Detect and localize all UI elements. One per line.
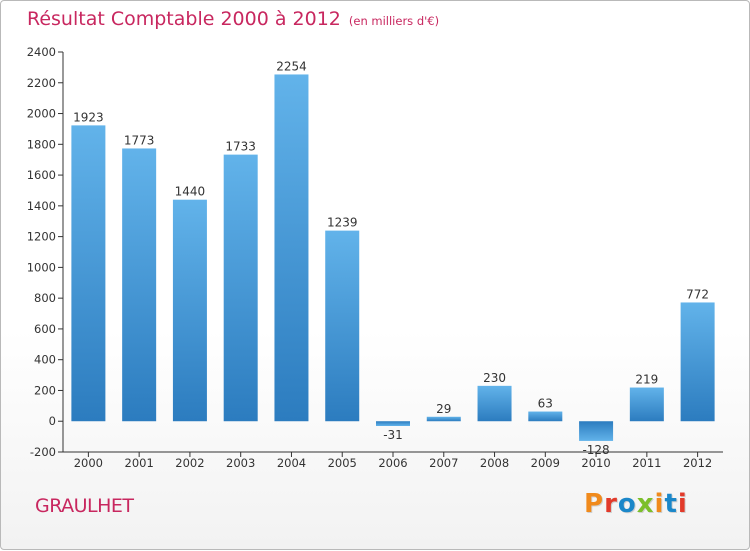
chart-title-text: Résultat Comptable 2000 à 2012 xyxy=(27,8,341,30)
data-label-2006: -31 xyxy=(383,428,403,442)
bar-2003 xyxy=(223,154,258,422)
y-tick-label: 2000 xyxy=(27,107,56,121)
y-tick-label: 1800 xyxy=(27,137,56,151)
data-label-2004: 2254 xyxy=(276,59,307,73)
bar-2009 xyxy=(528,411,563,422)
logo-letter: P xyxy=(584,489,605,519)
bar-2011 xyxy=(629,387,664,422)
x-tick-label: 2001 xyxy=(125,456,154,470)
bar-2012 xyxy=(680,302,715,422)
bar-2006 xyxy=(376,421,410,426)
y-tick-label: 0 xyxy=(49,414,56,428)
y-tick-label: 2200 xyxy=(27,76,56,90)
data-label-2008: 230 xyxy=(483,371,506,385)
x-tick-label: 2000 xyxy=(74,456,103,470)
y-tick-label: 1200 xyxy=(27,230,56,244)
bar-2002 xyxy=(172,199,207,422)
logo-letter: i xyxy=(654,489,665,519)
x-tick-label: 2006 xyxy=(378,456,407,470)
logo-letter: r xyxy=(604,489,618,519)
y-tick-label: 600 xyxy=(34,322,56,336)
logo-letter: x xyxy=(636,489,655,519)
y-tick-label: 200 xyxy=(34,383,56,397)
x-tick-label: 2002 xyxy=(175,456,204,470)
bar-2004 xyxy=(274,74,309,422)
bar-2010 xyxy=(579,421,614,441)
y-tick-label: -200 xyxy=(30,445,56,459)
y-tick-label: 1400 xyxy=(27,199,56,213)
data-label-2002: 1440 xyxy=(175,185,206,199)
chart-subtitle: (en milliers d'€) xyxy=(348,14,440,28)
proxiti-logo[interactable]: Proxiti xyxy=(584,489,688,519)
bar-2007 xyxy=(426,416,461,422)
x-tick-label: 2010 xyxy=(581,456,610,470)
y-tick-label: 1000 xyxy=(27,260,56,274)
data-label-2009: 63 xyxy=(538,397,553,411)
data-label-2012: 772 xyxy=(686,287,709,301)
chart-title: Résultat Comptable 2000 à 2012 (en millie… xyxy=(27,8,439,30)
x-tick-label: 2007 xyxy=(429,456,458,470)
data-label-2010: -128 xyxy=(582,443,609,457)
x-tick-label: 2009 xyxy=(531,456,560,470)
logo-letter: o xyxy=(617,489,637,519)
bar-2008 xyxy=(477,385,512,422)
y-tick-label: 800 xyxy=(34,291,56,305)
logo-letter: i xyxy=(677,489,688,519)
data-label-2007: 29 xyxy=(436,402,451,416)
x-tick-label: 2011 xyxy=(632,456,661,470)
bar-2000 xyxy=(71,125,106,422)
data-labels: 1923 1773 1440 1733 2254 1239 -31 29 230 63 -128 21… xyxy=(73,59,709,456)
x-tick-label: 2012 xyxy=(683,456,712,470)
data-label-2003: 1733 xyxy=(225,140,256,154)
logo-letter: t xyxy=(664,489,678,519)
data-label-2000: 1923 xyxy=(73,110,104,124)
x-axis: 2000 2001 2002 2003 2004 2005 2006 2007 2008 2009… xyxy=(63,451,723,470)
x-tick-label: 2003 xyxy=(226,456,255,470)
x-tick-label: 2005 xyxy=(328,456,357,470)
data-label-2001: 1773 xyxy=(124,133,155,147)
y-tick-label: 1600 xyxy=(27,168,56,182)
x-tick-label: 2004 xyxy=(277,456,306,470)
y-tick-label: 2400 xyxy=(27,45,56,59)
data-label-2011: 219 xyxy=(635,373,658,387)
data-label-2005: 1239 xyxy=(327,216,358,230)
city-name: GRAULHET xyxy=(35,495,134,517)
y-axis: -200 0 200 400 600 800 1000 1200 1400 1600 1800 200… xyxy=(27,45,64,459)
bar-2001 xyxy=(122,148,157,422)
bar-series xyxy=(71,74,715,441)
x-tick-label: 2008 xyxy=(480,456,509,470)
y-tick-label: 400 xyxy=(34,353,56,367)
bar-2005 xyxy=(325,230,360,422)
